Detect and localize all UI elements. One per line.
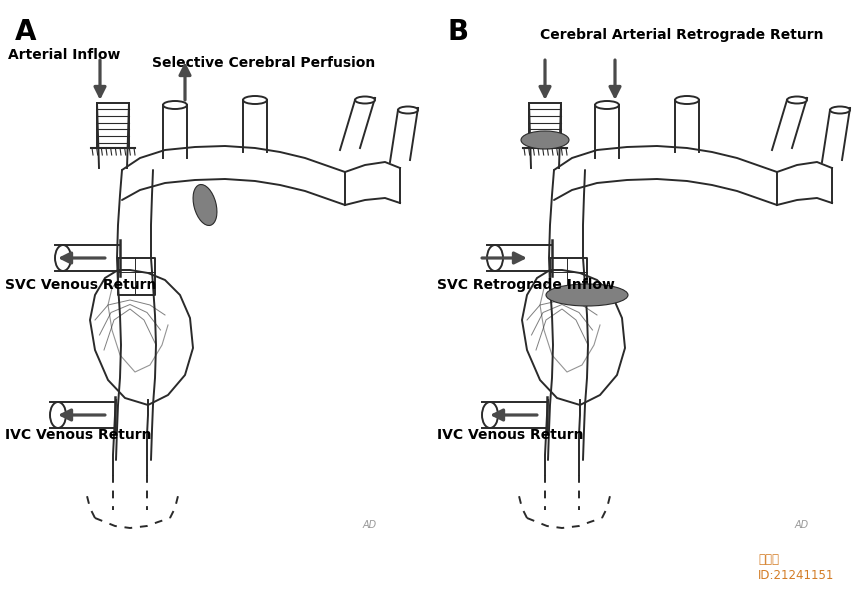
Ellipse shape	[546, 284, 628, 306]
Ellipse shape	[398, 107, 418, 113]
Ellipse shape	[521, 131, 569, 149]
Ellipse shape	[50, 402, 66, 428]
Text: Cerebral Arterial Retrograde Return: Cerebral Arterial Retrograde Return	[540, 28, 823, 42]
Text: IVC Venous Return: IVC Venous Return	[437, 428, 583, 442]
Text: AD: AD	[363, 520, 377, 530]
Text: AD: AD	[795, 520, 809, 530]
Text: Selective Cerebral Perfusion: Selective Cerebral Perfusion	[152, 56, 375, 70]
Text: SVC Retrograde Inflow: SVC Retrograde Inflow	[437, 278, 615, 292]
Text: Arterial Inflow: Arterial Inflow	[8, 48, 120, 62]
Ellipse shape	[787, 97, 807, 104]
Text: B: B	[447, 18, 468, 46]
Ellipse shape	[163, 101, 187, 109]
Ellipse shape	[482, 402, 498, 428]
Ellipse shape	[243, 96, 267, 104]
Ellipse shape	[675, 96, 699, 104]
Ellipse shape	[595, 101, 619, 109]
Ellipse shape	[355, 97, 375, 104]
Ellipse shape	[487, 245, 503, 271]
Text: SVC Venous Return: SVC Venous Return	[5, 278, 156, 292]
Text: IVC Venous Return: IVC Venous Return	[5, 428, 151, 442]
Ellipse shape	[830, 107, 850, 113]
Text: A: A	[15, 18, 36, 46]
Text: 杨进则
ID:21241151: 杨进则 ID:21241151	[758, 553, 835, 582]
Ellipse shape	[193, 185, 217, 225]
Ellipse shape	[55, 245, 71, 271]
